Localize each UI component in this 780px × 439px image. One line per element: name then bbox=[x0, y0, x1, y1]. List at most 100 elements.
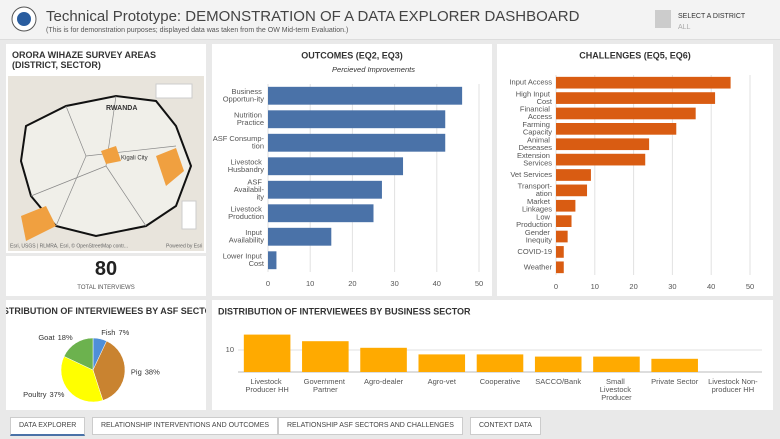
bar[interactable] bbox=[268, 110, 446, 129]
y-tick-label: COVID-19 bbox=[517, 247, 552, 256]
slice-value: 18% bbox=[58, 333, 73, 342]
bar[interactable] bbox=[556, 92, 716, 104]
bar[interactable] bbox=[268, 157, 404, 176]
bar[interactable] bbox=[556, 230, 568, 243]
x-tick-label: Livestock Non-producer HH bbox=[708, 377, 758, 394]
chart-panel: DISTRIBUTION OF INTERVIEWEES BY ASF SECT… bbox=[0, 300, 219, 410]
y-tick-label: Nutrition Practice bbox=[234, 110, 264, 127]
slice-name: Pig bbox=[131, 367, 142, 376]
kpi-label: TOTAL INTERVIEWS bbox=[77, 285, 135, 291]
pie-slice[interactable] bbox=[60, 356, 104, 403]
x-tick-label: 30 bbox=[390, 279, 398, 288]
bar[interactable] bbox=[243, 334, 291, 372]
bar[interactable] bbox=[302, 341, 349, 372]
chart-subtitle: Percieved Improvements bbox=[332, 65, 415, 74]
slice-label: Pig 38% bbox=[131, 367, 160, 376]
tab[interactable]: CONTEXT DATA bbox=[470, 417, 541, 435]
chart-panel: DISTRIBUTION OF INTERVIEWEES BY BUSINESS… bbox=[212, 300, 773, 410]
x-tick-label: 10 bbox=[591, 282, 599, 291]
map-powered: Powered by Esri bbox=[166, 243, 202, 249]
map-city-label: Kigali City bbox=[121, 156, 148, 162]
x-tick-label: 50 bbox=[475, 279, 483, 288]
chart: CHALLENGES (EQ5, EQ6) 0 10 20 30 40 50 Input Ac… bbox=[509, 50, 754, 291]
selector-label[interactable]: SELECT A DISTRICT bbox=[678, 13, 746, 20]
bar[interactable] bbox=[476, 354, 524, 372]
y-tick-label: ASF Consump-tion bbox=[213, 134, 265, 151]
map-attribution: Esri, USGS | RLMRA, Esri, © OpenStreetMa… bbox=[10, 242, 128, 249]
bar[interactable] bbox=[556, 107, 696, 120]
y-tick-label: Farming Capacity bbox=[522, 120, 552, 137]
map-country-label: RWANDA bbox=[106, 105, 137, 112]
y-tick-label: 10 bbox=[226, 345, 234, 354]
map-title: ORORA WIHAZE SURVEY AREAS (DISTRICT, SEC… bbox=[12, 50, 157, 70]
bar[interactable] bbox=[268, 180, 382, 199]
bar[interactable] bbox=[556, 153, 646, 166]
x-tick-label: SACCO/Bank bbox=[535, 377, 581, 386]
y-tick-label: Market Linkages bbox=[522, 197, 552, 214]
x-tick-label: Livestock Producer HH bbox=[245, 377, 288, 394]
bar[interactable] bbox=[556, 215, 572, 227]
y-tick-label: Transport-ation bbox=[518, 182, 553, 199]
bar[interactable] bbox=[556, 261, 564, 274]
bar[interactable] bbox=[556, 246, 564, 258]
x-tick-label: Cooperative bbox=[480, 377, 520, 386]
pie-slice[interactable] bbox=[92, 340, 126, 401]
slice-label: Fish 7% bbox=[101, 328, 129, 337]
y-tick-label: Vet Services bbox=[510, 170, 552, 179]
slice-label: Poultry 37% bbox=[23, 390, 65, 399]
x-tick-label: Government Partner bbox=[304, 377, 347, 394]
chart-title: DISTRIBUTION OF INTERVIEWEES BY ASF SECT… bbox=[6, 306, 206, 316]
x-tick-label: 0 bbox=[554, 282, 558, 291]
slice-name: Fish bbox=[101, 328, 115, 337]
tab[interactable]: RELATIONSHIP ASF SECTORS AND CHALLENGES bbox=[278, 417, 463, 435]
slice-value: 7% bbox=[118, 328, 129, 337]
bar[interactable] bbox=[556, 184, 588, 197]
chart: DISTRIBUTION OF INTERVIEWEES BY BUSINESS… bbox=[218, 306, 762, 402]
bar[interactable] bbox=[268, 86, 463, 105]
tab[interactable]: RELATIONSHIP INTERVENTIONS AND OUTCOMES bbox=[92, 417, 279, 435]
x-tick-label: 50 bbox=[746, 282, 754, 291]
kpi-value: 80 bbox=[94, 258, 118, 280]
selector-icon[interactable] bbox=[655, 10, 671, 28]
x-tick-label: Agro-dealer bbox=[364, 377, 404, 386]
slice-name: Poultry bbox=[23, 390, 47, 399]
y-tick-label: Livestock Husbandry bbox=[228, 157, 265, 174]
bar[interactable] bbox=[556, 123, 677, 135]
y-tick-label: Animal Deseases bbox=[519, 135, 553, 152]
map[interactable]: RWANDA Kigali City Esri, USGS | RLMRA, E… bbox=[6, 76, 206, 251]
chart-title: OUTCOMES (EQ2, EQ3) bbox=[301, 50, 403, 60]
header: Technical Prototype: DEMONSTRATION OF A … bbox=[0, 0, 780, 40]
bar[interactable] bbox=[268, 204, 374, 223]
chart-title: CHALLENGES (EQ5, EQ6) bbox=[579, 50, 691, 60]
x-tick-label: 10 bbox=[306, 279, 314, 288]
bar[interactable] bbox=[556, 138, 650, 151]
chart-panel: OUTCOMES (EQ2, EQ3) Percieved Improvement… bbox=[212, 44, 492, 296]
slice-value: 38% bbox=[145, 367, 160, 376]
selector-value[interactable]: ALL bbox=[678, 24, 691, 31]
bar[interactable] bbox=[593, 356, 640, 372]
bar[interactable] bbox=[651, 358, 698, 372]
chart: OUTCOMES (EQ2, EQ3) Percieved Improvement… bbox=[213, 50, 483, 288]
y-tick-label: Weather bbox=[524, 262, 553, 271]
y-tick-label: Low Production bbox=[516, 212, 552, 229]
subtitle: (This is for demonstration purposes; dis… bbox=[46, 27, 349, 34]
bar[interactable] bbox=[268, 251, 277, 270]
bar[interactable] bbox=[556, 169, 591, 181]
bar[interactable] bbox=[360, 347, 407, 372]
bar[interactable] bbox=[268, 133, 446, 152]
y-tick-label: Financial Access bbox=[520, 105, 552, 122]
bar[interactable] bbox=[418, 354, 466, 372]
y-tick-label: Extension Services bbox=[517, 151, 552, 168]
bar[interactable] bbox=[268, 227, 332, 246]
bar[interactable] bbox=[534, 356, 582, 372]
pie-slice[interactable] bbox=[63, 337, 94, 371]
bar[interactable] bbox=[556, 76, 731, 89]
tab[interactable]: DATA EXPLORER bbox=[10, 417, 86, 436]
x-tick-label: 40 bbox=[707, 282, 715, 291]
logo bbox=[11, 6, 37, 32]
kpi-panel: 80 TOTAL INTERVIEWS bbox=[6, 256, 206, 296]
bar[interactable] bbox=[556, 199, 576, 212]
chart: DISTRIBUTION OF INTERVIEWEES BY ASF SECT… bbox=[0, 306, 219, 403]
slice-label: Goat 18% bbox=[38, 333, 73, 342]
